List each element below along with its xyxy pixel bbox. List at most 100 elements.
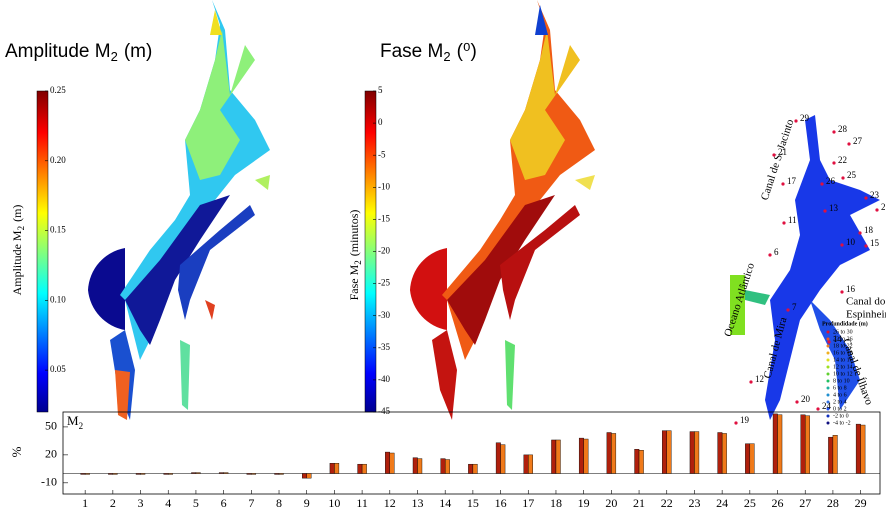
station-marker — [772, 153, 775, 156]
bar — [251, 474, 256, 475]
x-tick-label: 1 — [82, 496, 88, 510]
bar — [85, 474, 90, 475]
x-tick-label: 17 — [522, 496, 534, 510]
bar — [551, 440, 556, 474]
map-title: Amplitude M2(m) — [5, 41, 152, 64]
station-label: 15 — [870, 238, 880, 248]
bar — [302, 474, 307, 479]
station-marker — [840, 243, 843, 246]
map-title: Fase M2(⁰) — [380, 41, 477, 64]
legend-marker — [827, 366, 830, 369]
legend-label: 26 to 30 — [833, 329, 853, 335]
legend-label: 12 to 14 — [833, 364, 853, 370]
bar-axes — [63, 412, 880, 494]
station-label: 19 — [740, 415, 750, 425]
colorbar-tick-label: -10 — [378, 181, 390, 191]
title-sub: 2 — [443, 49, 450, 64]
station-marker — [786, 308, 789, 311]
x-tick-label: 13 — [411, 496, 423, 510]
annotation: M2 — [67, 413, 83, 431]
bar — [607, 433, 612, 474]
y-tick-label: 20 — [45, 447, 57, 461]
x-tick-label: 4 — [165, 496, 171, 510]
station-label: 11 — [788, 215, 797, 225]
label-main: Fase M — [347, 264, 361, 300]
bar — [390, 453, 395, 474]
x-tick-label: 23 — [688, 496, 700, 510]
bar — [778, 415, 783, 474]
colorbar-tick-label: -40 — [378, 374, 390, 384]
page: {"chart_data":[ {"type":"colorbar","titl… — [0, 0, 886, 529]
station-label: 23 — [870, 190, 880, 200]
label-main: Amplitude M — [10, 230, 24, 295]
bar — [358, 464, 363, 473]
legend-marker — [827, 338, 830, 341]
bar — [413, 458, 418, 474]
bar — [275, 474, 280, 475]
colorbar-tick-label: -45 — [378, 406, 390, 416]
legend-label: 0 to 2 — [833, 406, 847, 412]
x-tick-label: 20 — [605, 496, 617, 510]
label-sub: 2 — [16, 226, 26, 231]
annotation-sub: 2 — [79, 421, 84, 431]
x-tick-label: 19 — [578, 496, 590, 510]
legend-label: -2 to 0 — [833, 413, 849, 419]
station-label: 2 — [881, 202, 886, 212]
station-marker — [840, 290, 843, 293]
bar — [833, 435, 838, 473]
station-marker — [734, 421, 737, 424]
x-tick-label: 27 — [799, 496, 811, 510]
bar — [801, 415, 806, 474]
colorbar-tick-label: -35 — [378, 342, 390, 352]
bar — [473, 464, 478, 473]
station-label: 13 — [829, 203, 839, 213]
x-tick-label: 5 — [193, 496, 199, 510]
bar — [584, 439, 589, 473]
label-suffix: (m) — [10, 205, 24, 222]
annotation-main: M — [67, 413, 79, 428]
station-marker — [847, 142, 850, 145]
colorbar-tick-label: -15 — [378, 213, 390, 223]
x-tick-label: 29 — [855, 496, 867, 510]
colorbar-phase: 50-5-10-15-20-25-30-35-40-45 — [365, 85, 390, 416]
station-marker — [858, 231, 861, 234]
legend-marker — [827, 387, 830, 390]
station-label: 28 — [838, 124, 848, 134]
bar — [635, 449, 640, 473]
station-marker — [832, 161, 835, 164]
station-label: 10 — [846, 237, 856, 247]
station-label: 20 — [801, 394, 811, 404]
bar — [445, 460, 450, 474]
bar — [362, 464, 367, 473]
colorbar-tick-label: 0.10 — [50, 294, 66, 304]
bar — [191, 473, 196, 474]
bar — [247, 474, 252, 475]
station-marker — [875, 208, 878, 211]
bar — [722, 433, 727, 473]
bar — [113, 474, 118, 475]
bar — [528, 455, 533, 474]
legend-marker — [827, 415, 830, 418]
station-label: 7 — [792, 302, 797, 312]
x-tick-label: 22 — [661, 496, 673, 510]
legend-label: 6 to 8 — [833, 385, 847, 391]
station-marker — [781, 182, 784, 185]
station-label: 6 — [774, 247, 779, 257]
legend-marker — [827, 359, 830, 362]
x-tick-label: 12 — [384, 496, 396, 510]
station-label: 29 — [800, 113, 810, 123]
bar — [611, 433, 616, 473]
legend-marker — [827, 380, 830, 383]
bar — [196, 473, 201, 474]
legend-marker — [827, 352, 830, 355]
station-label: 22 — [838, 155, 847, 165]
colorbar-tick-label: 5 — [378, 85, 383, 95]
bar — [279, 474, 284, 475]
x-tick-label: 18 — [550, 496, 562, 510]
station-marker — [768, 253, 771, 256]
canal-label: Espinheiro — [846, 309, 886, 321]
bar — [579, 438, 584, 473]
station-label: 17 — [787, 176, 797, 186]
bar — [224, 473, 229, 474]
bar — [334, 463, 339, 473]
